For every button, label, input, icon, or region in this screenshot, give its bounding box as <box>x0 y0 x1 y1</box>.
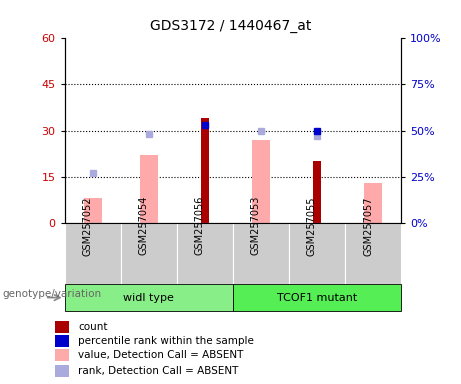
Text: percentile rank within the sample: percentile rank within the sample <box>78 336 254 346</box>
Bar <box>313 161 321 223</box>
Bar <box>55 321 69 333</box>
Text: GSM257054: GSM257054 <box>139 196 148 255</box>
Bar <box>201 118 209 223</box>
Text: value, Detection Call = ABSENT: value, Detection Call = ABSENT <box>78 350 244 360</box>
Text: GSM257056: GSM257056 <box>195 196 205 255</box>
Bar <box>233 223 289 284</box>
Bar <box>55 349 69 361</box>
Bar <box>121 223 177 284</box>
Bar <box>65 223 121 284</box>
Text: GDS3172 / 1440467_at: GDS3172 / 1440467_at <box>150 19 311 33</box>
Bar <box>177 223 233 284</box>
Bar <box>364 183 382 223</box>
Text: rank, Detection Call = ABSENT: rank, Detection Call = ABSENT <box>78 366 239 376</box>
Text: count: count <box>78 322 108 332</box>
Text: GSM257055: GSM257055 <box>307 196 317 255</box>
Bar <box>345 223 401 284</box>
Bar <box>233 284 401 311</box>
Text: widl type: widl type <box>123 293 174 303</box>
Text: GSM257052: GSM257052 <box>83 196 93 255</box>
Bar <box>252 140 270 223</box>
Text: GSM257057: GSM257057 <box>363 196 373 255</box>
Bar <box>289 223 345 284</box>
Bar <box>83 198 101 223</box>
Text: TCOF1 mutant: TCOF1 mutant <box>277 293 357 303</box>
Text: GSM257053: GSM257053 <box>251 196 261 255</box>
Bar <box>55 335 69 347</box>
Text: genotype/variation: genotype/variation <box>2 289 101 299</box>
Bar <box>65 284 233 311</box>
Bar <box>140 155 158 223</box>
Bar <box>55 365 69 377</box>
